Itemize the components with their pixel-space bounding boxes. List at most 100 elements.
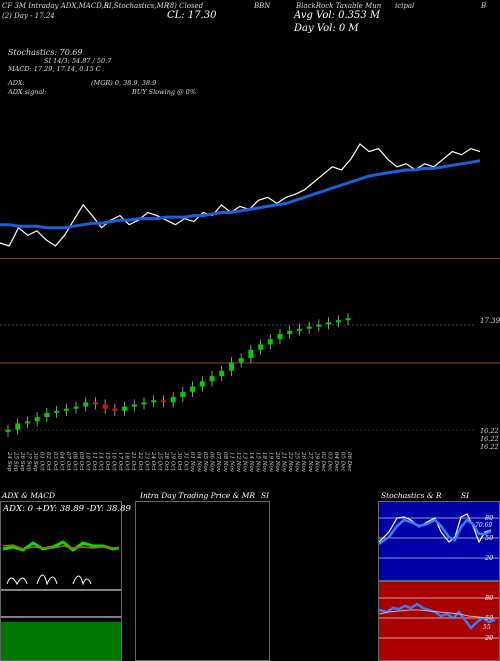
- day-price: (2) Day - 17.24: [2, 12, 55, 20]
- rsi-readout: SI 14/3: 54.87 / 50.7: [44, 57, 112, 65]
- candle-body: [160, 400, 166, 403]
- date-axis: 24 Sep 25 Sep 26 Sep 27 Sep 30 Sep 01 Oct 02 O…: [6, 451, 352, 473]
- stoch-k-line: [379, 513, 492, 544]
- title-prefix: CF 3M Intraday ADX,MACD,R: [2, 2, 110, 10]
- date-label: 27 Nov: [307, 451, 313, 473]
- macd-area: [1, 622, 121, 660]
- rsi-panel: 80 50 20 55: [378, 581, 500, 661]
- candle-body: [15, 423, 21, 430]
- date-label: 08 Nov: [222, 452, 228, 473]
- date-label: 04 Dec: [333, 452, 339, 472]
- date-label: 22 Oct: [137, 451, 143, 471]
- candles-group: [5, 313, 351, 437]
- candle-body: [170, 397, 176, 403]
- date-label: 18 Oct: [124, 452, 130, 471]
- date-label: 17 Oct: [117, 452, 123, 471]
- date-label: 16 Oct: [111, 452, 117, 471]
- intraday-panel: [135, 501, 270, 661]
- date-label: 30 Oct: [176, 452, 182, 471]
- stoch-title: Stochastics & R: [381, 491, 442, 500]
- date-label: 15 Oct: [104, 452, 110, 471]
- candle-body: [190, 386, 196, 392]
- date-label: 31 Oct: [183, 452, 189, 471]
- candle-body: [112, 408, 118, 411]
- date-label: 09 Oct: [78, 452, 84, 471]
- date-label: 02 Oct: [45, 452, 51, 471]
- candlestick-chart: [0, 313, 500, 437]
- date-label: 11 Nov: [228, 452, 234, 473]
- candle-body: [209, 376, 215, 382]
- candle-body: [5, 429, 11, 432]
- adx-plus-line: [2, 540, 120, 552]
- date-label: 05 Nov: [202, 452, 208, 473]
- date-label: 12 Nov: [235, 452, 241, 473]
- date-label: 01 Oct: [39, 452, 45, 471]
- date-label: 05 Dec: [339, 452, 345, 472]
- date-label: 25 Nov: [294, 451, 300, 473]
- date-label: 25 Sep: [13, 451, 19, 472]
- date-label: 13 Nov: [241, 452, 247, 473]
- buy-signal: BUY Slowing @ 0%: [132, 88, 196, 96]
- stoch-level-50: 50: [485, 534, 494, 542]
- date-label: 07 Oct: [65, 452, 71, 471]
- mgr-readout: (MGR) 0, 38.9, 38.9: [91, 79, 157, 87]
- price-label-bottom-3: 16.22: [480, 443, 499, 451]
- stochastics-panel: 80 50 20 70.69: [378, 501, 500, 581]
- date-label: 19 Nov: [268, 452, 274, 473]
- date-label: 25 Oct: [156, 451, 162, 471]
- date-label: 26 Nov: [300, 451, 306, 473]
- date-label: 29 Oct: [169, 451, 175, 471]
- candle-body: [180, 391, 186, 398]
- date-label: 07 Nov: [215, 452, 221, 473]
- date-label: 28 Oct: [163, 451, 169, 471]
- candle-body: [228, 362, 234, 371]
- date-label: 08 Oct: [71, 452, 77, 471]
- date-label: 22 Nov: [287, 451, 293, 473]
- rsi-level-50: 50: [485, 614, 494, 622]
- date-label: 02 Dec: [320, 452, 326, 472]
- date-label: 23 Oct: [143, 451, 149, 471]
- date-label: 01 Nov: [189, 452, 195, 473]
- candle-body: [287, 330, 293, 334]
- title-closed: (8) Closed: [167, 2, 204, 10]
- adx-panel: ADX: 0 +DY: 38.89 -DY: 38.89: [0, 501, 131, 661]
- candle-body: [131, 404, 137, 407]
- price-ma-chart: [0, 143, 481, 247]
- date-label: 20 Nov: [274, 451, 280, 473]
- adx-signal-label: ADX signal:: [8, 88, 47, 96]
- candle-body: [141, 402, 147, 405]
- candle-body: [122, 406, 128, 411]
- stoch-level-80: 80: [485, 514, 494, 522]
- candle-body: [54, 410, 60, 413]
- date-label: 14 Oct: [98, 452, 104, 471]
- date-label: 26 Sep: [19, 451, 25, 472]
- date-label: 24 Oct: [150, 451, 156, 471]
- mr-title-si: SI: [261, 491, 270, 500]
- rsi-line: [379, 602, 496, 630]
- date-label: 04 Nov: [196, 452, 202, 473]
- candle-body: [296, 328, 302, 331]
- candle-body: [199, 381, 205, 387]
- date-label: 21 Oct: [130, 451, 136, 471]
- price-label-top: 17.39: [480, 317, 500, 325]
- date-label: 10 Oct: [84, 452, 90, 471]
- candle-body: [258, 344, 264, 350]
- candle-body: [326, 322, 332, 325]
- candle-body: [63, 408, 69, 411]
- price-label-bottom-1: 16.22: [480, 427, 499, 435]
- stoch-value: 70.69: [475, 522, 493, 529]
- rsi-value: 55: [483, 624, 491, 631]
- candle-body: [73, 406, 79, 409]
- candle-body: [24, 421, 30, 424]
- mr-title: Intra Day Trading Price & MR: [140, 491, 256, 500]
- candle-body: [345, 318, 351, 321]
- adx-macd-title: ADX & MACD: [2, 491, 56, 500]
- macd-bumps: [6, 574, 92, 586]
- date-label: 27 Sep: [26, 451, 32, 472]
- title-indicators: SI,Stochastics,MR: [104, 2, 170, 10]
- date-label: 14 Nov: [248, 452, 254, 473]
- company-name-cont: icipal: [395, 2, 415, 10]
- candle-body: [306, 326, 312, 329]
- date-label: 06 Nov: [209, 452, 215, 473]
- price-label-bottom-2: 16.22: [480, 435, 499, 443]
